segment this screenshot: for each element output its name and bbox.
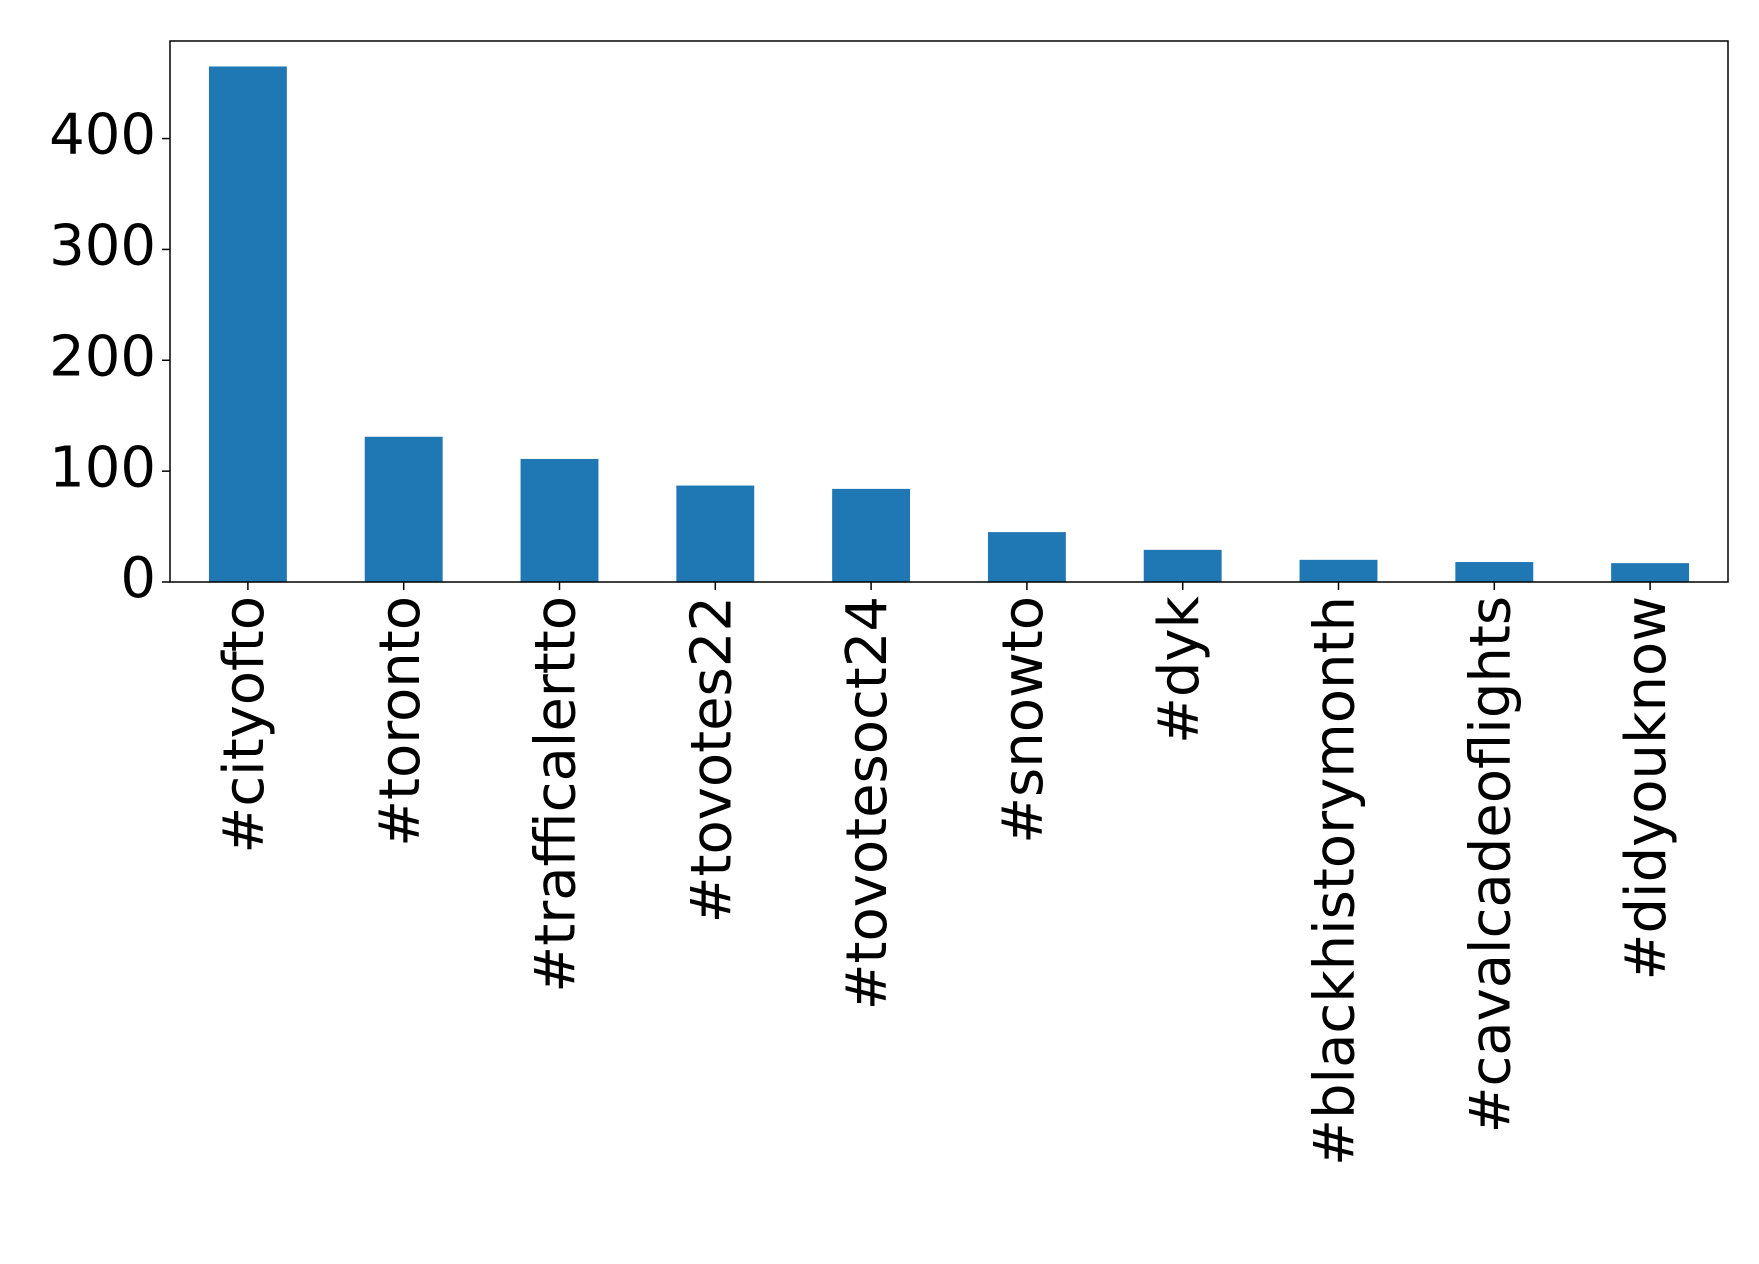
x-tick-label: #snowto [991,596,1056,844]
y-tick-label: 300 [49,214,156,279]
bar [520,458,599,582]
x-tick-label: #cavalcadeoflights [1458,596,1523,1133]
x-tick-label: #tovotesoct24 [835,596,900,1010]
x-tick-label: #dyk [1147,595,1212,744]
bar [1143,549,1222,582]
y-tick-label: 100 [49,435,156,500]
x-tick-label: #didyouknow [1614,596,1679,980]
bar [676,485,755,582]
x-tick-label: #cityofto [212,596,277,854]
bar [1299,559,1378,582]
bar [364,436,443,582]
y-tick-label: 400 [49,103,156,168]
bar [987,532,1066,582]
bar [208,66,287,583]
x-tick-label: #blackhistorymonth [1303,596,1368,1166]
bar [1611,563,1690,582]
x-tick-label: #toronto [368,596,433,847]
x-tick-label: #trafficalertto [524,596,589,993]
bar [1455,562,1534,582]
x-tick-label: #tovotes22 [679,596,744,923]
plot-frame [169,40,1729,583]
bar [832,488,911,582]
y-tick-label: 0 [120,546,156,611]
y-tick-label: 200 [49,324,156,389]
